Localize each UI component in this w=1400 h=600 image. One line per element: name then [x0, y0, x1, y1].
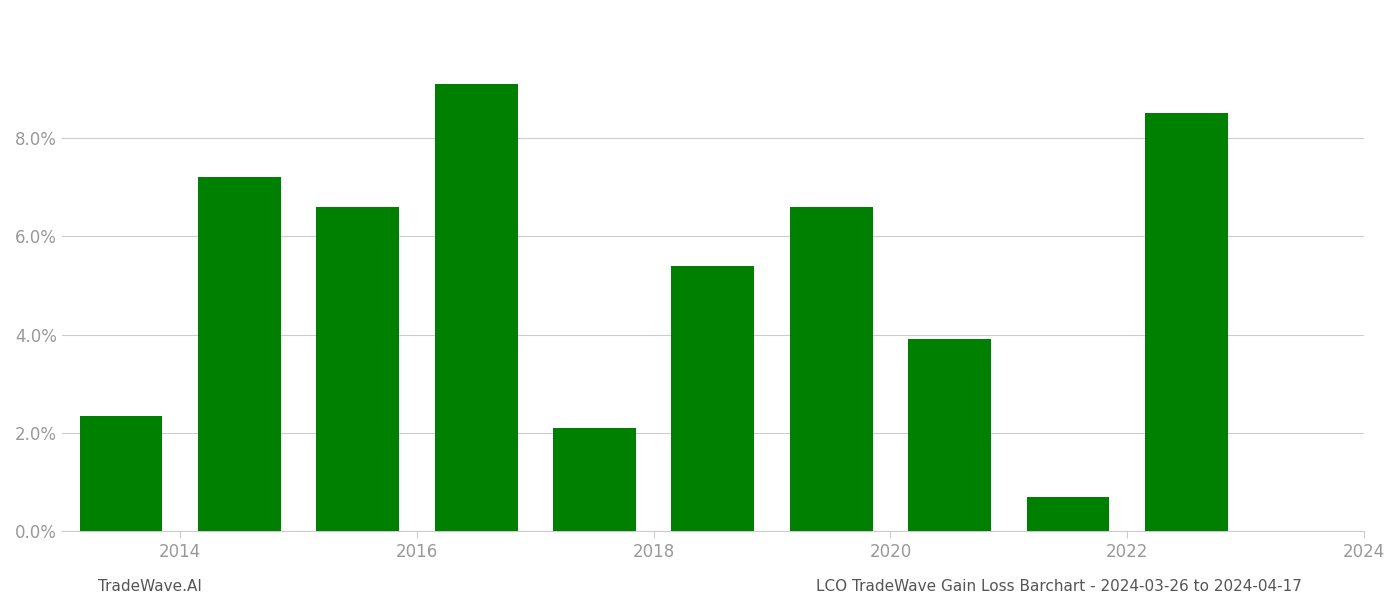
Bar — [1145, 113, 1228, 531]
Bar — [435, 84, 518, 531]
Bar — [909, 340, 991, 531]
Bar — [1026, 497, 1109, 531]
Bar — [790, 207, 872, 531]
Text: LCO TradeWave Gain Loss Barchart - 2024-03-26 to 2024-04-17: LCO TradeWave Gain Loss Barchart - 2024-… — [816, 579, 1302, 594]
Bar — [197, 177, 281, 531]
Bar — [672, 266, 755, 531]
Bar — [553, 428, 636, 531]
Text: TradeWave.AI: TradeWave.AI — [98, 579, 202, 594]
Bar — [316, 207, 399, 531]
Bar — [80, 416, 162, 531]
